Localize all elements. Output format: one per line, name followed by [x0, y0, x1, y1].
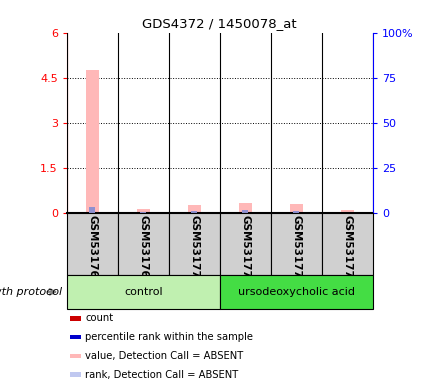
Bar: [140, 212, 146, 213]
Text: value, Detection Call = ABSENT: value, Detection Call = ABSENT: [85, 351, 243, 361]
Bar: [70, 316, 80, 321]
Bar: [169, 213, 219, 275]
Bar: [242, 210, 248, 213]
Title: GDS4372 / 1450078_at: GDS4372 / 1450078_at: [142, 17, 296, 30]
Bar: [137, 209, 149, 213]
Text: percentile rank within the sample: percentile rank within the sample: [85, 332, 252, 342]
Bar: [293, 211, 298, 213]
Text: control: control: [124, 287, 162, 297]
Bar: [219, 213, 270, 275]
Bar: [67, 275, 219, 309]
Text: GSM531768: GSM531768: [87, 215, 97, 285]
Bar: [86, 70, 98, 213]
Bar: [219, 275, 372, 309]
Bar: [70, 372, 80, 377]
Bar: [244, 212, 246, 213]
Bar: [238, 203, 251, 213]
Bar: [89, 207, 95, 213]
Bar: [117, 213, 169, 275]
Text: GSM531772: GSM531772: [291, 215, 301, 285]
Bar: [340, 210, 353, 213]
Bar: [270, 213, 321, 275]
Bar: [289, 204, 302, 213]
Text: ursodeoxycholic acid: ursodeoxycholic acid: [237, 287, 354, 297]
Text: GSM531769: GSM531769: [138, 215, 148, 285]
Text: rank, Detection Call = ABSENT: rank, Detection Call = ABSENT: [85, 370, 238, 380]
Bar: [191, 211, 197, 213]
Bar: [70, 335, 80, 339]
Text: GSM531773: GSM531773: [341, 215, 351, 285]
Bar: [321, 213, 372, 275]
Bar: [67, 213, 117, 275]
Text: GSM531770: GSM531770: [189, 215, 199, 285]
Text: growth protocol: growth protocol: [0, 287, 62, 297]
Bar: [70, 354, 80, 358]
Bar: [91, 212, 93, 213]
Text: GSM531771: GSM531771: [240, 215, 250, 285]
Bar: [187, 205, 200, 213]
Text: count: count: [85, 313, 113, 323]
